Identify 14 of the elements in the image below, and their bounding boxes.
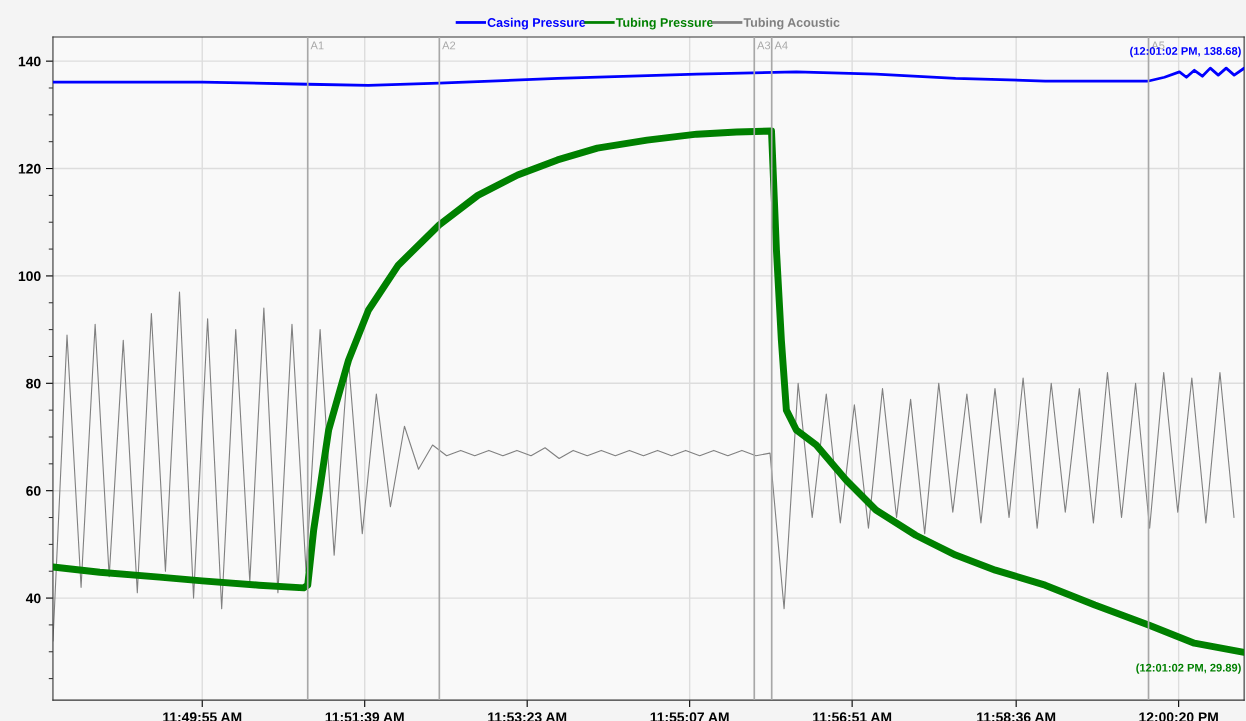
y-tick-label: 100	[18, 271, 41, 282]
ref-line-label: A4	[774, 41, 788, 50]
ref-line-label: A1	[310, 41, 324, 50]
ref-line-label: A3	[757, 41, 771, 50]
y-tick-label: 140	[18, 56, 41, 67]
y-tick-label: 40	[25, 593, 41, 604]
y-tick-label: 80	[26, 378, 41, 389]
legend-label: Tubing Pressure	[615, 17, 714, 30]
annotation: (12:01:02 PM, 29.89)	[1136, 663, 1241, 674]
y-tick-label: 120	[18, 163, 41, 174]
ref-line-label: A2	[442, 41, 456, 50]
legend-label: Casing Pressure	[487, 17, 586, 30]
legend-label: Tubing Acoustic	[743, 17, 840, 30]
y-tick-label: 60	[26, 486, 41, 496]
